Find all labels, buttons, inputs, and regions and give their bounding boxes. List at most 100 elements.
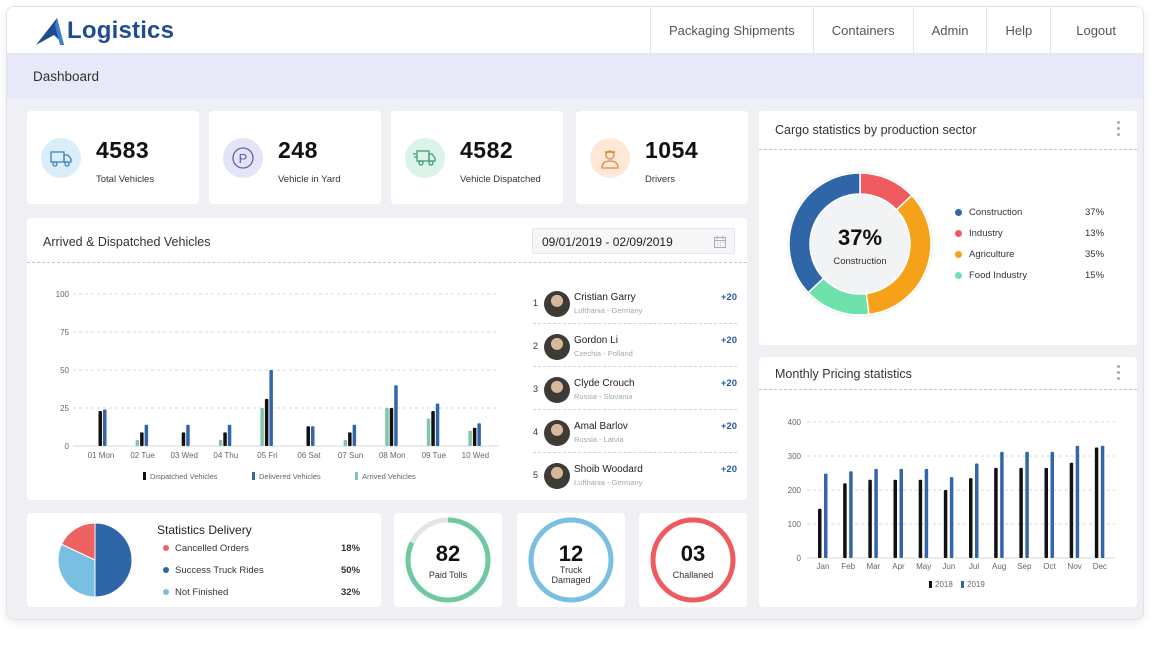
bar-dispatched-vehicles (348, 432, 352, 446)
avatar (544, 291, 570, 317)
x-tick-label: 08 Mon (379, 451, 406, 460)
bar-2019 (1100, 445, 1105, 558)
legend-label: Success Truck Rides (175, 565, 264, 576)
x-tick-label: Feb (841, 562, 855, 571)
bar-2019 (849, 471, 853, 558)
bar-arrived-vehicles (385, 408, 389, 446)
nav-packaging-shipments[interactable]: Packaging Shipments (650, 7, 813, 54)
legend-label: 2019 (967, 580, 985, 589)
dashboard-window: Logistics Packaging Shipments Containers… (6, 6, 1144, 620)
bar-2018 (843, 483, 847, 558)
stat-card-drivers[interactable]: 1054 Drivers (576, 111, 748, 204)
x-tick-label: 02 Tue (130, 451, 155, 460)
date-range-picker[interactable]: 09/01/2019 - 02/09/2019 (532, 228, 735, 254)
delivery-pie-chart (57, 522, 133, 598)
ring-progress (650, 517, 736, 603)
cargo-card: Cargo statistics by production sector 37… (759, 111, 1137, 345)
date-range-value: 09/01/2019 - 02/09/2019 (542, 235, 673, 249)
logo[interactable]: Logistics (33, 15, 174, 47)
driver-delta: +20 (720, 292, 737, 303)
bar-delivered-vehicles (311, 426, 315, 446)
legend-label: Not Finished (175, 587, 229, 598)
paid-tolls-card[interactable]: 82 Paid Tolls (394, 513, 502, 607)
nav-containers[interactable]: Containers (812, 7, 913, 54)
svg-text:P: P (239, 151, 248, 166)
driver-row[interactable]: 5 Shoib Woodard Lufthania - Germany +20 (533, 453, 737, 496)
ring-progress (528, 517, 614, 603)
driver-delta: +20 (720, 421, 737, 432)
bar-2019 (899, 468, 903, 558)
y-tick-label: 0 (65, 442, 70, 451)
bar-dispatched-vehicles (306, 426, 310, 446)
bar-delivered-vehicles (269, 370, 273, 446)
truck-damaged-card[interactable]: 12 Truck Damaged (517, 513, 625, 607)
nav-admin[interactable]: Admin (912, 7, 987, 54)
ring-progress (405, 517, 491, 603)
bar-2018 (1094, 447, 1099, 558)
bar-2018 (818, 508, 822, 558)
avatar (544, 420, 570, 446)
legend-dot (163, 589, 169, 595)
arrived-dispatched-chart: 0 25 50 75 100 01 Mon 02 Tue 03 Wed 04 Thu 05 Fri… (56, 290, 499, 480)
top-header: Logistics Packaging Shipments Containers… (7, 7, 1143, 54)
driver-name: Gordon Li (574, 335, 618, 346)
driver-row[interactable]: 1 Cristian Garry Lufthania - Germany +20 (533, 281, 737, 324)
stat-value: 4583 (96, 137, 150, 163)
stat-label: Total Vehicles (96, 174, 155, 185)
breadcrumb: Dashboard (7, 54, 1143, 99)
more-vertical-icon[interactable] (1117, 121, 1121, 137)
bar-delivered-vehicles (352, 424, 357, 446)
nav-help[interactable]: Help (986, 7, 1050, 54)
driver-row[interactable]: 4 Amal Barlov Russia - Latvia +20 (533, 410, 737, 453)
bar-delivered-vehicles (435, 403, 440, 446)
bar-2019 (1050, 451, 1054, 558)
bar-dispatched-vehicles (181, 432, 186, 446)
bar-arrived-vehicles (135, 439, 140, 446)
driver-row[interactable]: 2 Gordon Li Czechia - Polland +20 (533, 324, 737, 367)
driver-delta: +20 (720, 464, 737, 475)
x-tick-label: Jan (817, 562, 830, 571)
driver-name: Clyde Crouch (574, 378, 635, 389)
delivery-truck-icon (405, 138, 445, 178)
legend-dot (163, 567, 169, 573)
stat-card-total-vehicles[interactable]: 4583 Total Vehicles (27, 111, 199, 204)
card-title: Cargo statistics by production sector (775, 123, 977, 137)
pie-slice-cancelled-orders (60, 522, 96, 561)
more-vertical-icon[interactable] (1117, 365, 1121, 381)
bar-2018 (1069, 462, 1074, 558)
donut-center-label: Construction (833, 256, 887, 267)
ring-gauge (650, 517, 736, 603)
driver-row[interactable]: 3 Clyde Crouch Russia - Slovania +20 (533, 367, 737, 410)
ring-label: Truck Damaged (551, 565, 591, 585)
legend-value: 18% (341, 543, 361, 554)
stat-label: Drivers (645, 174, 676, 185)
x-tick-label: Dec (1093, 562, 1107, 571)
legend-label: Construction (969, 207, 1023, 218)
stat-value: 4582 (460, 137, 514, 163)
stat-card-vehicle-in-yard[interactable]: P 248 Vehicle in Yard (209, 111, 381, 204)
legend-swatch (355, 472, 358, 480)
driver-rank: 2 (533, 341, 539, 351)
avatar (544, 334, 570, 360)
bar-2019 (1000, 451, 1004, 558)
x-tick-label: Apr (892, 562, 905, 571)
x-tick-label: Mar (866, 562, 880, 571)
nav-logout[interactable]: Logout (1050, 7, 1143, 54)
driver-location: Lufthania - Germany (574, 478, 643, 487)
bar-arrived-vehicles (426, 418, 431, 446)
avatar (544, 377, 570, 403)
legend-label: Food Industry (969, 270, 1028, 281)
card-title: Statistics Delivery (157, 523, 252, 537)
stat-card-vehicle-dispatched[interactable]: 4582 Vehicle Dispatched (391, 111, 563, 204)
challaned-card[interactable]: 03 Challaned (639, 513, 747, 607)
stat-label: Vehicle in Yard (278, 174, 341, 185)
legend-swatch (929, 581, 932, 588)
bar-2018 (969, 478, 973, 558)
legend-label: Agriculture (969, 249, 1015, 260)
legend-label: Dispatched Vehicles (150, 472, 218, 480)
legend-value: 50% (341, 565, 361, 576)
legend-label: Industry (969, 228, 1003, 239)
bar-arrived-vehicles (218, 439, 223, 446)
y-tick-label: 25 (60, 404, 69, 413)
legend-label: 2018 (935, 580, 953, 589)
